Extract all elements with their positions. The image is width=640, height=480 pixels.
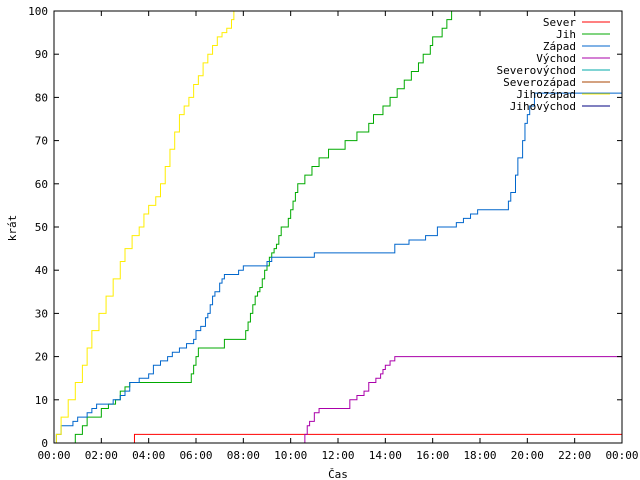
y-tick-label: 20 xyxy=(35,351,48,364)
y-tick-label: 70 xyxy=(35,135,48,148)
x-tick-label: 20:00 xyxy=(511,449,544,462)
legend-label: Jihovýchod xyxy=(510,100,576,113)
legend-label: Východ xyxy=(536,52,576,65)
series-line-4 xyxy=(54,356,622,443)
y-axis-title: krát xyxy=(6,215,19,242)
y-tick-label: 50 xyxy=(35,221,48,234)
x-tick-label: 22:00 xyxy=(558,449,591,462)
ticks-layer: 0 10 20 30 40 50 60 70 80 90 100 00:00 02:00 04:00 06:… xyxy=(28,5,638,462)
series-line-3 xyxy=(54,92,622,443)
legend-label: Západ xyxy=(543,40,576,53)
legend-label: Severozápad xyxy=(503,76,576,89)
x-tick-label: 08:00 xyxy=(227,449,260,462)
y-tick-label: 10 xyxy=(35,394,48,407)
y-tick-label: 90 xyxy=(35,48,48,61)
x-tick-label: 04:00 xyxy=(132,449,165,462)
series-line-7 xyxy=(54,11,235,443)
y-tick-label: 100 xyxy=(28,5,48,18)
x-axis-title: Čas xyxy=(328,468,348,480)
series-layer xyxy=(54,11,622,443)
y-tick-label: 40 xyxy=(35,264,48,277)
y-tick-label: 0 xyxy=(41,437,48,450)
x-tick-label: 06:00 xyxy=(179,449,212,462)
x-tick-label: 18:00 xyxy=(463,449,496,462)
y-tick-label: 60 xyxy=(35,178,48,191)
legend-label: Jih xyxy=(556,28,576,41)
x-tick-label: 00:00 xyxy=(37,449,70,462)
legend: SeverJihZápadVýchodSeverovýchodSeverozáp… xyxy=(497,16,610,113)
legend-label: Sever xyxy=(543,16,576,29)
x-tick-label: 10:00 xyxy=(274,449,307,462)
legend-label: Jihozápad xyxy=(516,88,576,101)
y-tick-label: 80 xyxy=(35,91,48,104)
x-tick-label: 14:00 xyxy=(369,449,402,462)
x-tick-label: 00:00 xyxy=(605,449,638,462)
x-tick-label: 02:00 xyxy=(85,449,118,462)
legend-label: Severovýchod xyxy=(497,64,576,77)
series-line-1 xyxy=(54,433,622,443)
series-line-2 xyxy=(54,11,453,443)
x-tick-label: 12:00 xyxy=(321,449,354,462)
x-tick-label: 16:00 xyxy=(416,449,449,462)
y-tick-label: 30 xyxy=(35,307,48,320)
